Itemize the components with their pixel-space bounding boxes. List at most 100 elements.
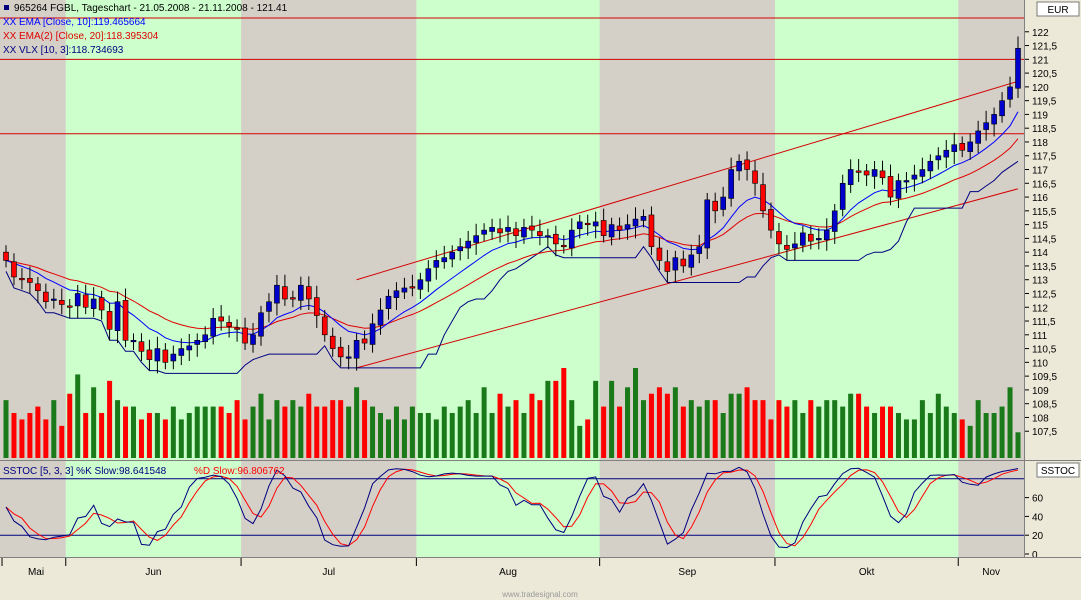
osc-legend-k: SSTOC [5, 3, 3] %K Slow:98.641548: [3, 466, 167, 477]
candle-up: [624, 224, 631, 230]
osc-tick-label: 60: [1032, 494, 1044, 505]
volume-bar: [194, 406, 200, 458]
volume-bar: [123, 406, 129, 458]
candle-up: [457, 246, 464, 252]
volume-bars: [3, 368, 1021, 458]
candle-down: [242, 327, 248, 344]
volume-bar: [760, 400, 766, 458]
candle-up: [823, 229, 830, 241]
volume-bar: [226, 413, 232, 458]
volume-bar: [728, 393, 734, 458]
volume-bar: [59, 425, 65, 458]
candle-up: [114, 301, 121, 331]
month-shading: [65, 0, 959, 557]
candle-up: [967, 141, 973, 152]
candle-up: [592, 221, 599, 227]
volume-bar: [393, 406, 399, 458]
candle-down: [887, 176, 894, 198]
legend-vlx: VLX [10, 3]:118.734693: [19, 45, 124, 56]
legend-ema10-icon: XX: [3, 17, 17, 28]
volume-bar: [154, 413, 160, 458]
price-tick-label: 113: [1032, 276, 1048, 287]
volume-bar: [991, 413, 997, 458]
candle-down: [744, 159, 750, 170]
candle-up: [353, 340, 360, 359]
candle-down: [321, 316, 328, 336]
volume-bar: [306, 393, 312, 458]
volume-bar: [808, 400, 814, 458]
volume-bar: [258, 393, 264, 458]
volume-bar: [816, 406, 822, 458]
volume-bar: [983, 413, 989, 458]
volume-bar: [505, 406, 511, 458]
candle-up: [568, 229, 575, 249]
candle-up: [632, 218, 639, 227]
candle-up: [298, 284, 304, 301]
ema10-line: [5, 111, 1019, 344]
candle-down: [584, 222, 591, 226]
osc-legend: SSTOC [5, 3, 3] %K Slow:98.641548 %D Slo…: [3, 466, 285, 477]
stoch-d-line: [5, 468, 1019, 547]
candle-up: [847, 169, 854, 185]
price-tick-label: 116,5: [1032, 179, 1057, 190]
candle-down: [58, 300, 65, 305]
candle-up: [521, 227, 527, 238]
volume-bar: [625, 387, 631, 458]
candle-up: [170, 353, 177, 362]
candle-up: [935, 155, 942, 161]
candle-up: [943, 149, 950, 158]
candle-up: [927, 160, 934, 172]
osc-title: SSTOC: [1041, 466, 1075, 477]
volume-bar: [720, 413, 726, 458]
volume-bar: [911, 419, 917, 458]
volume-bar: [601, 406, 607, 458]
volume-bar: [409, 406, 415, 458]
candle-down: [226, 322, 232, 327]
candle-down: [234, 327, 240, 330]
candle-up: [258, 312, 264, 337]
candle-up: [919, 169, 926, 177]
volume-bar: [513, 400, 519, 458]
price-tick-label: 107,5: [1032, 427, 1057, 438]
volume-bar: [465, 400, 471, 458]
candle-down: [529, 225, 535, 231]
legend-ema20-icon: XX: [3, 31, 17, 42]
candle-up: [800, 232, 806, 246]
volume-bar: [3, 400, 9, 458]
candle-up: [417, 279, 424, 290]
price-tick-label: 120,5: [1032, 69, 1057, 80]
candle-up: [433, 260, 440, 268]
volume-bar: [537, 400, 543, 458]
candle-up: [473, 235, 479, 243]
candle-up: [274, 284, 280, 304]
month-shade: [416, 0, 600, 557]
candle-down: [162, 349, 169, 363]
candle-down: [313, 297, 320, 316]
price-tick-label: 108: [1032, 413, 1049, 424]
volume-bar: [664, 393, 670, 458]
legend-vlx-icon: XX: [3, 45, 17, 56]
ema20-line: [5, 138, 1019, 330]
volume-bar: [99, 413, 105, 458]
candle-up: [250, 334, 256, 345]
volume-bar: [51, 400, 57, 458]
volume-bar: [146, 413, 152, 458]
price-axis-ticks: 122 121,5 121 120,5 120 119,5 119 118,5 118 117,5…: [1024, 28, 1057, 438]
candle-down: [146, 349, 153, 360]
volume-bar: [736, 393, 742, 458]
volume-bar: [617, 406, 623, 458]
vlx-line: [5, 160, 1019, 374]
volume-bar: [362, 400, 368, 458]
candle-up: [911, 174, 918, 180]
candle-up: [51, 298, 57, 301]
candle-up: [194, 340, 201, 345]
candle-up: [704, 199, 711, 249]
volume-bar: [322, 406, 328, 458]
price-tick-label: 121: [1032, 55, 1049, 66]
price-axis: [1024, 0, 1081, 460]
time-tick-label: Okt: [859, 567, 875, 578]
volume-bar: [162, 419, 168, 458]
time-tick-label: Nov: [982, 567, 1000, 578]
candle-up: [545, 235, 551, 238]
volume-bar: [298, 406, 304, 458]
